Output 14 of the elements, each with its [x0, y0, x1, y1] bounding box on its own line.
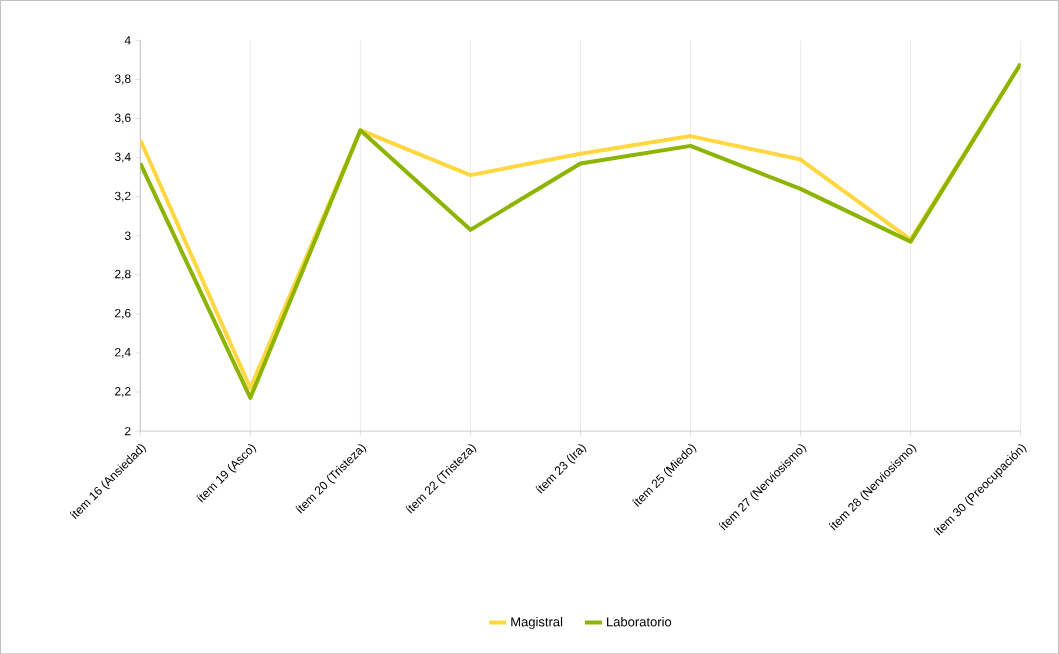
- y-tick-label: 2,4: [115, 347, 131, 358]
- y-tick-label: 2,2: [115, 386, 131, 397]
- y-tick-label: 2,8: [115, 269, 131, 280]
- y-tick-label: 4: [124, 36, 131, 45]
- legend-label: Laboratorio: [607, 616, 672, 627]
- y-tick-label: 3,2: [114, 191, 131, 202]
- y-tick-label: 2: [125, 426, 131, 436]
- y-tick-label: 3,6: [114, 113, 131, 124]
- y-tick-label: 3,8: [114, 74, 131, 85]
- legend-label: Magistral: [511, 616, 563, 629]
- y-tick-label: 2,6: [115, 308, 131, 319]
- y-tick-label: 3,4: [114, 152, 131, 163]
- x-tick-label: ítem 23 (Ira): [535, 444, 587, 494]
- y-tick-label: 3: [124, 231, 131, 240]
